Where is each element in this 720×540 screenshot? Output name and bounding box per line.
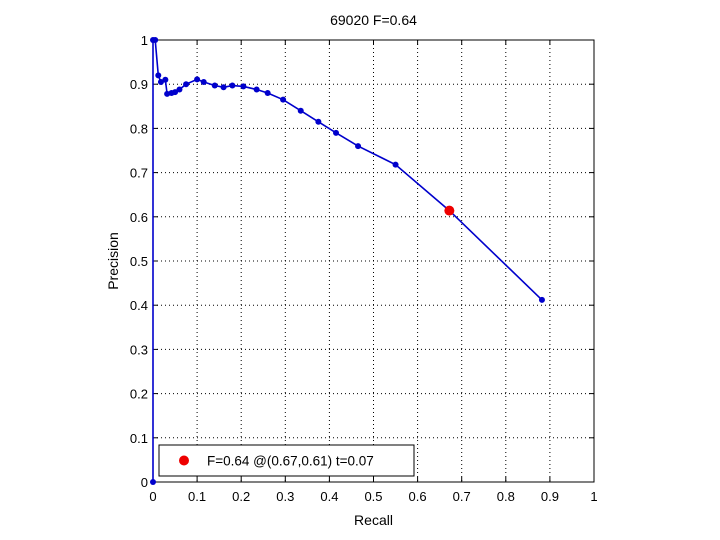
y-tick-label: 0.5	[130, 254, 148, 269]
pr-curve-point	[315, 118, 322, 125]
x-tick-label: 0.8	[497, 489, 515, 504]
x-axis-title: Recall	[354, 512, 393, 528]
legend: F=0.64 @(0.67,0.61) t=0.07	[158, 444, 415, 477]
pr-curve-point	[253, 86, 260, 93]
grid	[153, 40, 594, 482]
pr-curve-point	[333, 129, 340, 136]
y-tick-label: 0.6	[130, 210, 148, 225]
pr-curve-point	[240, 83, 247, 90]
legend-label: F=0.64 @(0.67,0.61) t=0.07	[207, 454, 374, 469]
y-tick-label: 0.2	[130, 387, 148, 402]
y-tick-label: 0.8	[130, 121, 148, 136]
pr-curve-point	[176, 86, 183, 93]
x-tick-label: 0.5	[364, 489, 382, 504]
pr-curve-point	[264, 90, 271, 97]
pr-curve-point	[200, 78, 207, 85]
pr-curve-point	[152, 37, 159, 43]
pr-curve-point	[194, 76, 201, 83]
pr-curve-point	[229, 82, 236, 89]
x-tick-label: 0	[149, 489, 156, 504]
pr-curve-point	[150, 479, 156, 485]
axis-ticks: 0 0.1 0.2 0.3 0.4 0.5 0.6 0.7 0.8 0.9 1 0 0.1 0.2 0.3 0…	[130, 33, 598, 504]
pr-curve-point	[172, 89, 179, 96]
pr-curve-point	[355, 143, 362, 150]
x-tick-label: 0.4	[320, 489, 338, 504]
pr-curve-point	[297, 107, 304, 114]
pr-curve-line	[152, 39, 543, 482]
pr-curve-point	[280, 96, 287, 103]
y-tick-label: 0.1	[130, 431, 148, 446]
series-layer	[150, 37, 545, 485]
y-tick-label: 0.4	[130, 298, 148, 313]
x-tick-label: 0.7	[453, 489, 471, 504]
y-tick-label: 0.7	[130, 166, 148, 181]
y-tick-label: 0	[141, 475, 148, 490]
x-tick-label: 0.6	[409, 489, 427, 504]
pr-curve-point	[183, 81, 190, 88]
y-tick-label: 0.9	[130, 77, 148, 92]
pr-curve-point	[392, 161, 399, 168]
x-tick-label: 1	[590, 489, 597, 504]
x-tick-label: 0.9	[541, 489, 559, 504]
pr-curve-point	[220, 84, 227, 91]
legend-box	[158, 444, 415, 477]
x-tick-label: 0.2	[232, 489, 250, 504]
best-f-point	[444, 205, 455, 216]
x-tick-label: 0.3	[276, 489, 294, 504]
pr-curve-point	[538, 296, 545, 303]
pr-curve-point	[155, 72, 162, 79]
legend-marker	[179, 455, 189, 466]
pr-curve-point	[162, 76, 169, 83]
pr-curve-point	[211, 82, 218, 89]
y-tick-label: 0.3	[130, 342, 148, 357]
y-axis-title: Precision	[105, 232, 121, 290]
chart-title: 69020 F=0.64	[330, 12, 417, 28]
x-tick-label: 0.1	[188, 489, 206, 504]
y-tick-label: 1	[141, 33, 148, 48]
